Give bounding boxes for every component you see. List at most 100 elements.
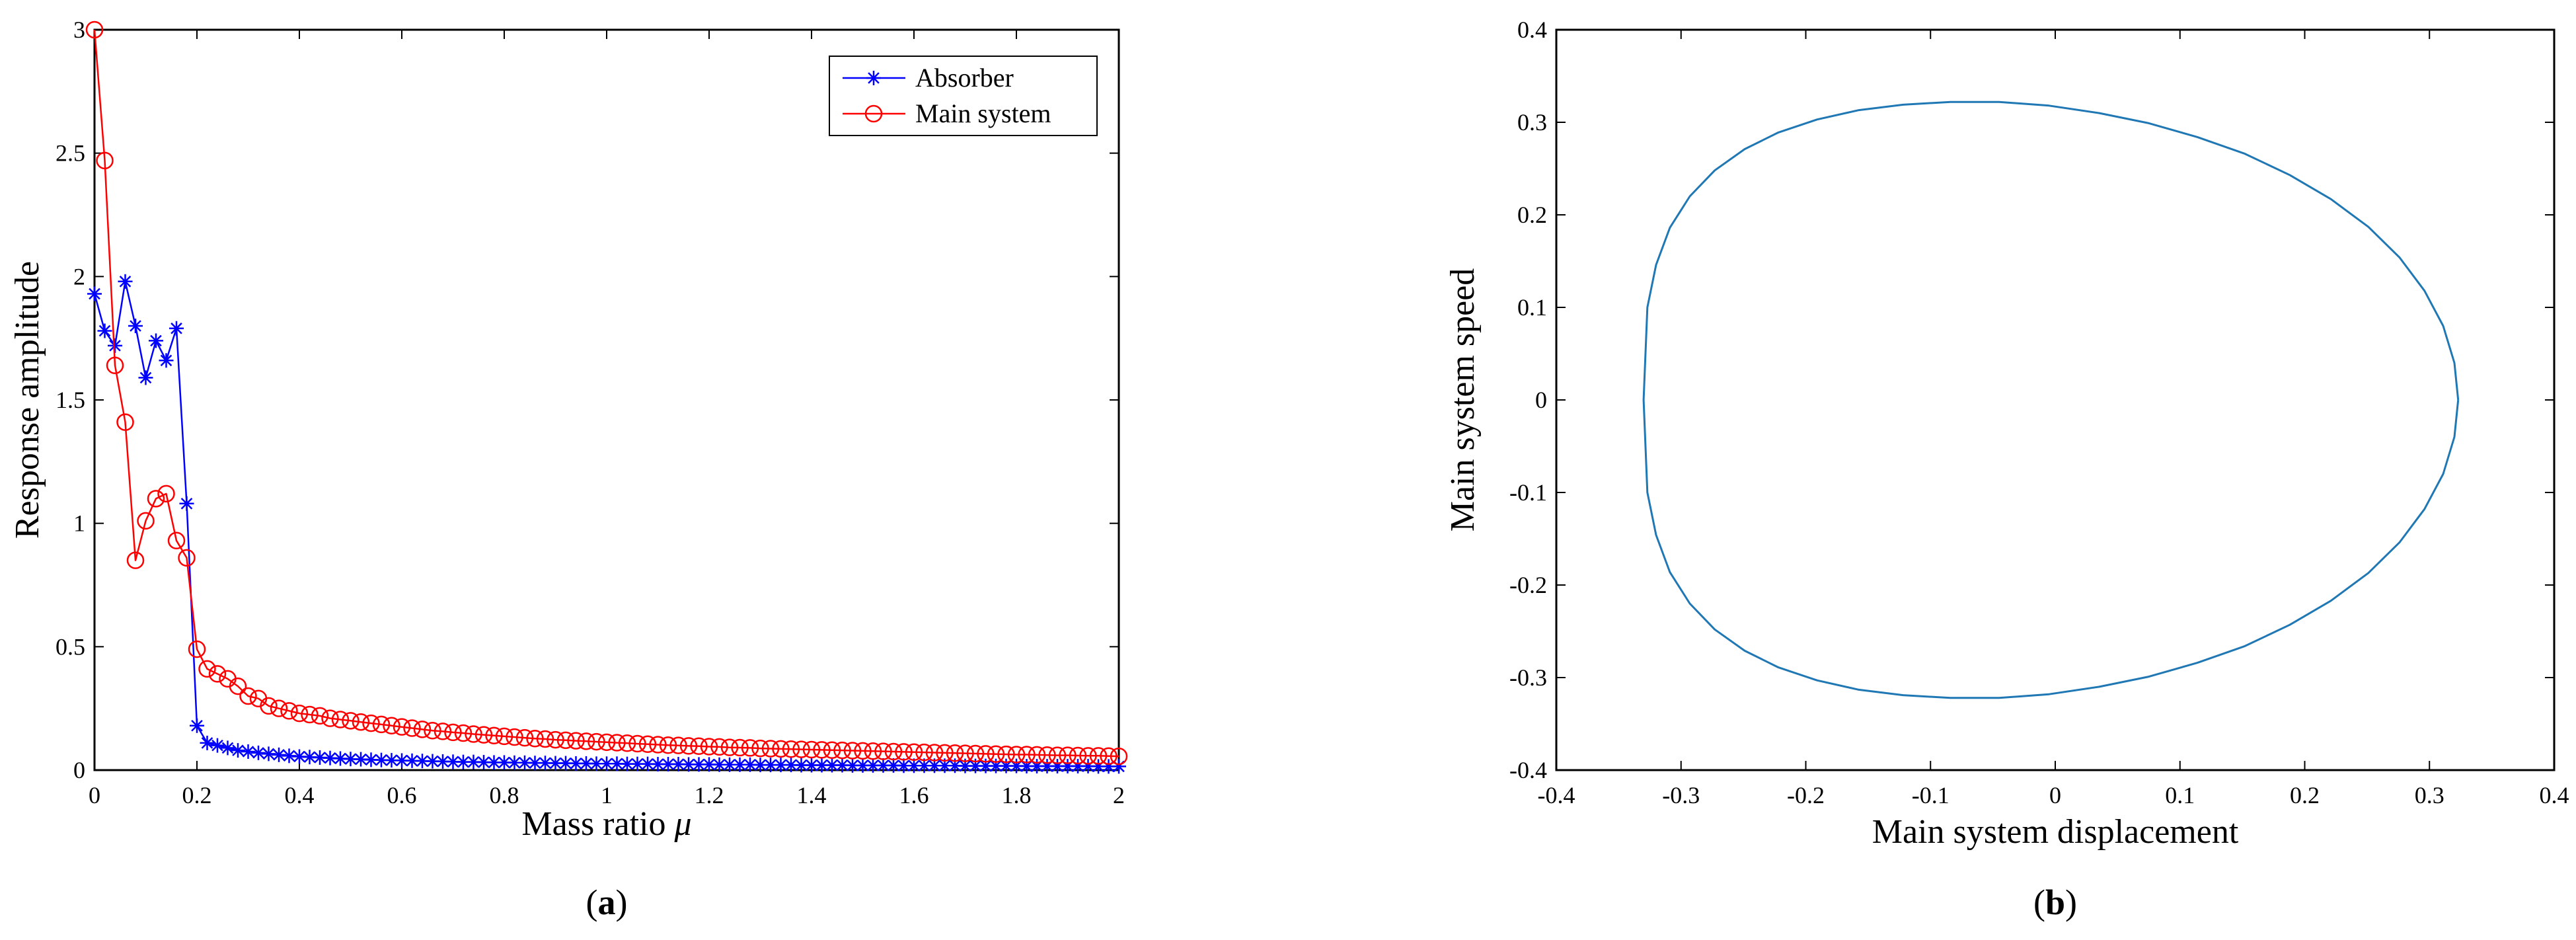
absorber-marker-stroke xyxy=(314,752,326,764)
main-system-marker xyxy=(751,739,769,758)
main-system-marker xyxy=(679,737,698,755)
main-system-marker xyxy=(290,704,309,723)
series-0-line xyxy=(1642,100,2460,699)
y-tick-label: -0.3 xyxy=(1509,664,1547,691)
main-system-marker xyxy=(413,721,432,738)
x-tick-label: -0.4 xyxy=(1538,782,1575,808)
main-system-marker xyxy=(260,697,278,715)
main-system-marker xyxy=(198,660,216,678)
legend-asterisk-stroke xyxy=(868,72,880,84)
x-tick-label: 1.6 xyxy=(899,782,929,808)
chart-a-plot-area xyxy=(93,28,1120,771)
absorber-marker-stroke xyxy=(180,497,193,510)
main-system-marker xyxy=(434,723,452,740)
main-system-marker xyxy=(577,732,595,750)
absorber-marker-stroke xyxy=(826,759,838,771)
main-system-marker xyxy=(792,740,810,758)
main-system-marker xyxy=(362,714,380,732)
chart-a: 0 0.2 0.4 0.6 0.8 1 1.2 1.4 1.6 1.8 2 0 0.5 1 1.5 2 2.5… xyxy=(9,17,1128,922)
absorber-marker-stroke xyxy=(508,756,521,769)
absorber-marker xyxy=(466,754,481,769)
main-system-marker xyxy=(515,728,534,747)
absorber-marker-stroke xyxy=(170,322,182,334)
absorber-marker-stroke xyxy=(775,759,787,771)
absorber-marker-stroke xyxy=(150,334,162,347)
absorber-marker-stroke xyxy=(119,275,132,288)
absorber-marker-stroke xyxy=(130,320,141,332)
absorber-marker-stroke xyxy=(344,753,357,765)
main-system-marker xyxy=(567,732,585,750)
main-system-marker xyxy=(772,740,790,758)
main-system-marker xyxy=(823,741,841,760)
chart-b-plot-area xyxy=(1555,28,2556,771)
absorber-marker xyxy=(220,740,235,756)
absorber-marker-stroke xyxy=(652,758,664,770)
main-system-marker xyxy=(383,717,400,735)
x-tick-label: 1.8 xyxy=(1002,782,1032,808)
x-tick-label: 0.6 xyxy=(387,782,417,808)
legend-entry-absorber: Absorber xyxy=(843,63,1014,93)
absorber-marker-stroke xyxy=(406,755,418,767)
y-tick-label: -0.1 xyxy=(1509,479,1547,506)
absorber-marker-stroke xyxy=(897,760,910,772)
chart-b-x-axis-label: Main system displacement xyxy=(1872,813,2239,851)
main-system-marker xyxy=(208,665,227,683)
main-system-marker xyxy=(782,740,800,758)
absorber-marker-stroke xyxy=(908,760,920,772)
main-system-marker xyxy=(977,745,995,763)
absorber-marker xyxy=(333,751,348,766)
absorber-marker-stroke xyxy=(642,758,654,770)
absorber-marker-stroke xyxy=(426,755,439,767)
absorber-marker-stroke xyxy=(693,758,705,771)
main-system-marker xyxy=(85,20,104,39)
absorber-marker xyxy=(814,758,829,773)
absorber-marker-stroke xyxy=(324,752,336,764)
main-system-marker xyxy=(936,744,954,762)
absorber-marker xyxy=(855,758,870,773)
absorber-marker-stroke xyxy=(139,372,152,384)
absorber-marker-stroke xyxy=(570,758,582,769)
main-system-marker xyxy=(854,742,872,760)
main-system-marker xyxy=(311,707,329,725)
main-system-marker xyxy=(342,712,360,730)
absorber-marker-stroke xyxy=(467,756,480,768)
absorber-marker-stroke xyxy=(416,755,428,767)
main-system-marker xyxy=(157,485,175,503)
y-tick-label: 0.3 xyxy=(1517,109,1547,136)
main-system-marker xyxy=(556,731,575,750)
absorber-marker xyxy=(138,370,153,385)
absorber-marker xyxy=(272,747,286,762)
main-system-marker xyxy=(761,740,780,758)
main-system-marker xyxy=(884,742,903,761)
main-system-marker xyxy=(506,728,523,746)
x-tick-label: 0.4 xyxy=(2540,782,2569,808)
absorber-marker-stroke xyxy=(601,758,613,770)
main-system-marker xyxy=(843,742,862,760)
main-system-marker xyxy=(1069,746,1087,765)
y-tick-label: 1.5 xyxy=(56,387,85,413)
x-tick-label: 1 xyxy=(601,782,613,808)
main-system-marker xyxy=(444,723,462,742)
main-system-marker xyxy=(690,737,708,756)
main-system-marker xyxy=(126,551,145,569)
main-system-marker xyxy=(526,729,544,748)
absorber-marker-stroke xyxy=(1000,760,1012,772)
main-system-marker xyxy=(628,734,646,753)
x-tick-label: -0.1 xyxy=(1912,782,1950,808)
main-system-marker xyxy=(1048,746,1067,764)
chart-a-legend: Absorber Main system xyxy=(829,56,1098,136)
absorber-marker xyxy=(661,757,675,772)
absorber-marker-stroke xyxy=(754,759,767,771)
absorber-marker-stroke xyxy=(580,758,592,769)
main-system-marker xyxy=(1089,747,1108,765)
panel-label-a: (a) xyxy=(586,882,628,922)
absorber-marker-stroke xyxy=(795,759,808,771)
absorber-marker xyxy=(210,738,225,753)
main-system-marker xyxy=(147,490,165,508)
absorber-marker-stroke xyxy=(990,760,1002,772)
absorber-marker xyxy=(190,718,204,733)
main-system-marker xyxy=(1028,746,1046,764)
absorber-marker-stroke xyxy=(611,758,623,770)
main-system-marker xyxy=(270,699,288,717)
main-system-marker xyxy=(393,718,411,736)
